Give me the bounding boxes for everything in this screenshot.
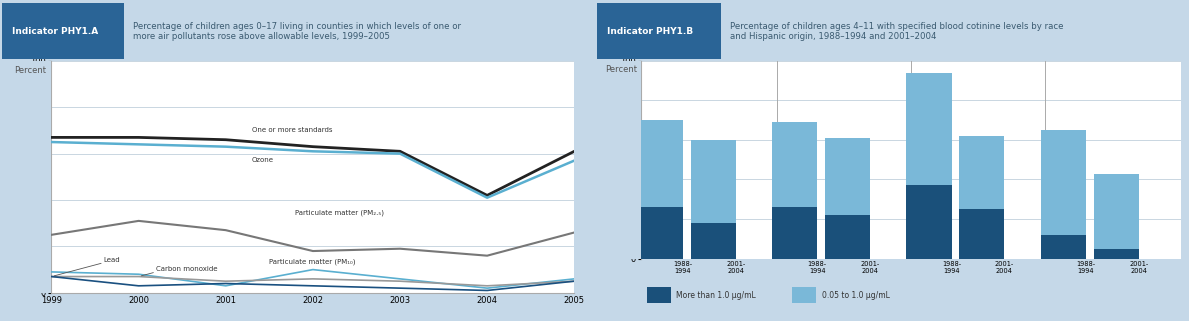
Text: More than 1.0 μg/mL: More than 1.0 μg/mL <box>677 291 756 299</box>
FancyBboxPatch shape <box>792 287 817 303</box>
Bar <box>906 73 951 186</box>
Bar <box>906 186 951 258</box>
Text: Carbon monoxide: Carbon monoxide <box>156 266 218 272</box>
Text: Percent: Percent <box>605 65 636 74</box>
Bar <box>1040 130 1086 235</box>
Bar <box>637 207 682 258</box>
Bar <box>1094 249 1139 258</box>
Text: One or more standards: One or more standards <box>252 127 333 133</box>
Bar <box>960 209 1005 258</box>
Text: Percentage of children ages 0–17 living in counties in which levels of one or
mo: Percentage of children ages 0–17 living … <box>133 22 461 41</box>
Bar <box>1094 174 1139 249</box>
Bar <box>825 138 870 215</box>
Bar <box>691 140 736 223</box>
Text: Particulate matter (PM₂.₅): Particulate matter (PM₂.₅) <box>295 210 384 216</box>
Bar <box>772 122 817 207</box>
Text: Lead: Lead <box>103 256 120 263</box>
Text: Percentage of children ages 4–11 with specified blood cotinine levels by race
an: Percentage of children ages 4–11 with sp… <box>730 22 1063 41</box>
Bar <box>691 223 736 258</box>
Text: Indicator PHY1.B: Indicator PHY1.B <box>606 27 693 36</box>
FancyBboxPatch shape <box>647 287 671 303</box>
Text: Indicator PHY1.A: Indicator PHY1.A <box>12 27 99 36</box>
Bar <box>772 207 817 258</box>
Text: Particulate matter (PM₁₀): Particulate matter (PM₁₀) <box>270 258 356 265</box>
Text: 0.05 to 1.0 μg/mL: 0.05 to 1.0 μg/mL <box>822 291 889 299</box>
Text: Percent: Percent <box>14 65 46 74</box>
Bar <box>1040 235 1086 258</box>
Bar <box>637 120 682 207</box>
Bar <box>825 215 870 258</box>
Bar <box>960 136 1005 209</box>
Text: Ozone: Ozone <box>252 157 273 163</box>
